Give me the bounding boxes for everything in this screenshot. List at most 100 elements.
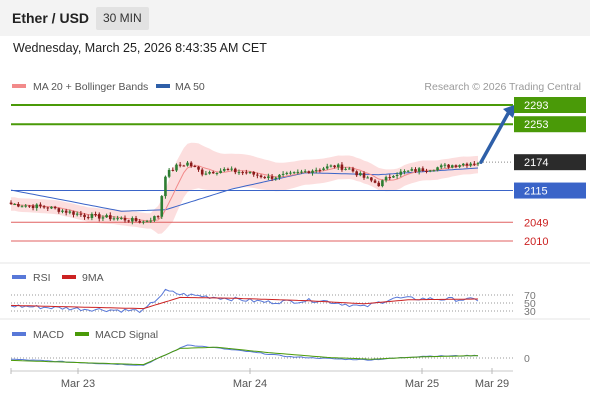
candle [414, 169, 417, 172]
x-tick-label: Mar 24 [233, 378, 267, 390]
candle [42, 206, 46, 208]
candle [123, 218, 127, 221]
rsi-ma-line [10, 296, 478, 310]
level-label-2253: 2253 [524, 119, 548, 131]
candle [395, 174, 399, 177]
candle [278, 174, 281, 178]
candle [303, 171, 307, 173]
candle [35, 204, 39, 209]
candle [421, 168, 425, 171]
chart-header: Ether / USD 30 MIN [0, 0, 590, 36]
candle [237, 172, 241, 174]
ma50-legend-swatch [156, 84, 170, 88]
macd-panel: MACD MACD Signal 0 [10, 329, 530, 366]
candle [145, 221, 149, 223]
candle [311, 170, 314, 173]
rsi-legend-label: RSI [33, 272, 51, 284]
candle [473, 163, 476, 165]
candle [425, 170, 428, 172]
candle [410, 169, 414, 171]
candle [366, 177, 369, 179]
candle [469, 163, 472, 166]
candle [384, 177, 388, 181]
candle [149, 220, 153, 222]
candle [64, 210, 68, 213]
candle [86, 217, 90, 219]
candle [90, 214, 94, 218]
level-label-2293: 2293 [524, 100, 548, 112]
level-tag-2174 [514, 154, 586, 171]
candle [373, 180, 377, 183]
level-label-2010: 2010 [524, 236, 548, 248]
candle [28, 205, 31, 207]
candle [347, 168, 351, 170]
candle [274, 177, 278, 179]
candle [359, 173, 362, 176]
x-axis: Mar 23 Mar 24 Mar 25 Mar 29 [10, 368, 513, 390]
rsi-tick-label: 50 [524, 298, 536, 310]
ma20-legend-label: MA 20 + Bollinger Bands [33, 81, 148, 93]
candle [333, 165, 336, 168]
candle [443, 164, 447, 166]
candle [370, 177, 373, 181]
candle [362, 173, 366, 178]
candle [57, 208, 61, 212]
candle [94, 214, 97, 216]
candle [79, 213, 83, 215]
candle [182, 165, 186, 167]
candle [381, 180, 384, 187]
candle [68, 211, 72, 213]
candle [127, 220, 130, 222]
rsi-legend-swatch [12, 275, 26, 279]
candle [9, 202, 13, 205]
candle [204, 173, 208, 175]
candle [388, 177, 392, 179]
candle [458, 165, 461, 167]
candle [153, 216, 156, 221]
ma20-legend-swatch [12, 84, 26, 88]
candle [318, 169, 322, 171]
candle [399, 171, 403, 175]
candle [314, 169, 318, 171]
candle [465, 163, 469, 166]
level-label-2049: 2049 [524, 217, 548, 229]
candle [351, 168, 355, 172]
timeframe-button[interactable]: 30 MIN [96, 7, 149, 30]
candle [340, 164, 344, 170]
projection-arrow-head [503, 104, 517, 118]
candle [428, 170, 432, 172]
candle [138, 221, 142, 223]
candle [281, 173, 285, 175]
macd-legend-swatch [12, 332, 26, 336]
candle [219, 170, 222, 174]
candle [39, 204, 42, 207]
macd-signal-legend-label: MACD Signal [95, 329, 158, 341]
candle [160, 196, 164, 217]
candle [83, 214, 86, 218]
x-tick-label: Mar 25 [405, 378, 439, 390]
candle [211, 172, 215, 174]
candle [215, 173, 219, 175]
candle [178, 164, 182, 166]
bollinger-band [11, 142, 478, 234]
candle [461, 163, 465, 166]
candle [417, 168, 421, 172]
x-tick-label: Mar 29 [475, 378, 509, 390]
candle [263, 177, 267, 179]
candle [256, 174, 259, 176]
candle [167, 169, 171, 177]
rsi-tick-label: 70 [524, 290, 536, 302]
candle [208, 172, 211, 174]
macd-signal-line [10, 346, 479, 366]
candle [439, 165, 443, 168]
candle [31, 205, 35, 209]
macd-legend-label: MACD [33, 329, 64, 341]
report-datetime: Wednesday, March 25, 2026 8:43:35 AM CET [13, 41, 267, 55]
candle [17, 204, 20, 207]
chart-credit: Research © 2026 Trading Central [424, 81, 581, 93]
candle [230, 168, 233, 170]
candle [322, 168, 325, 170]
candle [200, 169, 204, 175]
candle [105, 215, 108, 218]
